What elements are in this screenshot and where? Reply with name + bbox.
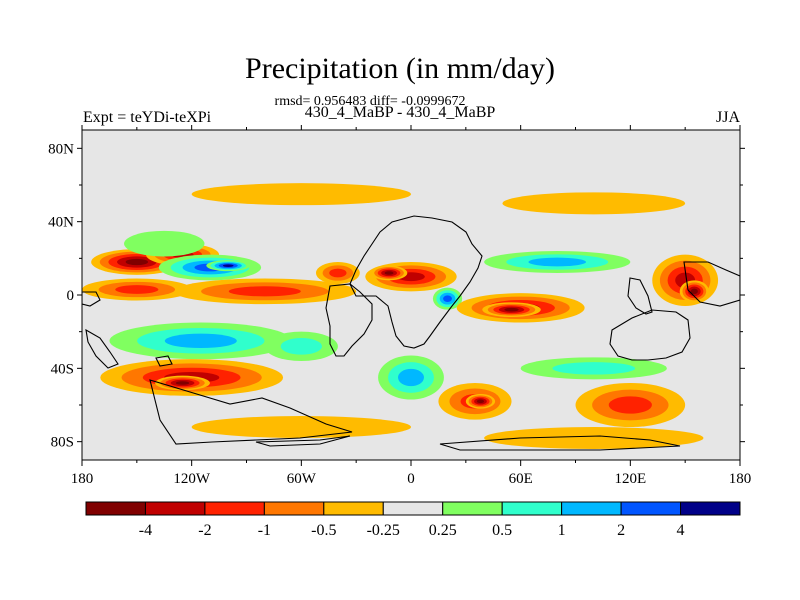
anomaly-contour xyxy=(280,338,322,355)
coastlines xyxy=(82,215,740,451)
coastline-outline xyxy=(155,355,173,367)
colorbar-bin xyxy=(620,501,682,516)
season-label: JJA xyxy=(715,109,740,126)
coastline-outline xyxy=(149,379,353,445)
y-tick-label: 40N xyxy=(48,215,74,231)
anomaly-asia-moist-band xyxy=(484,251,631,273)
anomaly-south-africa-dry-core xyxy=(465,394,496,409)
map-field xyxy=(82,130,740,460)
anomaly-west-atlantic-dry xyxy=(315,262,360,284)
anomaly-east-pacific-dry-band xyxy=(173,278,357,305)
anomaly-indian-ocean-dry-core xyxy=(482,302,541,317)
coastline-outline xyxy=(82,291,101,307)
anomaly-contour xyxy=(528,257,587,267)
coastline-outline xyxy=(683,261,740,307)
x-tick-label: 180 xyxy=(71,471,94,487)
y-tick-label: 80S xyxy=(51,435,74,451)
anomaly-contour xyxy=(504,307,519,312)
coastline-outline xyxy=(255,435,351,447)
colorbar-bin xyxy=(561,501,622,516)
anomaly-west-pacific-dry-core xyxy=(679,280,709,303)
colorbar-label: -4 xyxy=(139,522,152,539)
anomaly-antarctic-yellow xyxy=(191,416,411,438)
colorbar-label: -0.5 xyxy=(311,522,336,539)
anomaly-gulf-of-guinea-wet xyxy=(432,287,463,310)
anomaly-southern-pacific-dry-core xyxy=(155,375,210,391)
colorbar-label: -0.25 xyxy=(367,522,400,539)
anomaly-contour xyxy=(502,192,686,215)
colorbar-label: 2 xyxy=(617,522,625,539)
anomaly-contour xyxy=(552,362,636,375)
anomaly-contour xyxy=(476,399,485,404)
anomaly-south-atlantic-blue xyxy=(378,355,444,400)
coastline-outline xyxy=(439,435,681,451)
anomaly-sahel-dry-core xyxy=(370,265,408,281)
x-tick-label: 60W xyxy=(287,471,317,487)
colorbar-bin xyxy=(204,501,265,516)
anomaly-southern-pacific-moist xyxy=(109,322,293,360)
colorbar-label: 1 xyxy=(558,522,566,539)
y-tick-label: 80N xyxy=(48,141,74,157)
chart-title: Precipitation (in mm/day) xyxy=(245,52,555,85)
anomaly-south-america-wet xyxy=(264,331,338,362)
anomaly-north-pacific-wet-margin xyxy=(124,230,205,257)
anomaly-contour xyxy=(608,396,652,414)
colorbar-label: -2 xyxy=(198,522,211,539)
colorbar-label: 0.5 xyxy=(492,522,512,539)
anomaly-contour xyxy=(484,427,704,449)
colorbar-bin xyxy=(501,501,563,516)
anomaly-contour xyxy=(191,416,411,438)
x-tick-label: 60E xyxy=(509,471,533,487)
coastline-outline xyxy=(627,277,653,315)
coastline-outline xyxy=(85,328,119,369)
y-tick-label: 40S xyxy=(51,361,74,377)
colorbar-label: 0.25 xyxy=(429,522,457,539)
colorbar-bin xyxy=(323,501,384,516)
anomaly-contour xyxy=(222,264,234,268)
x-tick-label: 120W xyxy=(173,471,211,487)
colorbar-bin xyxy=(442,501,503,516)
colorbar-bin xyxy=(382,501,444,516)
anomaly-contour xyxy=(384,271,394,275)
y-axis: 80N 40N 0 40S 80S xyxy=(48,141,745,451)
anomaly-contour xyxy=(398,368,424,387)
colorbar-bin xyxy=(680,501,741,516)
anomaly-contour xyxy=(124,230,205,257)
anomaly-high-lat-yellow-east xyxy=(502,192,686,215)
anomaly-antarctic-yellow-east xyxy=(484,427,704,449)
anomaly-contour xyxy=(115,285,159,294)
anomaly-north-pacific-moist-core xyxy=(206,260,251,272)
case-label: 430_4_MaBP - 430_4_MaBP xyxy=(304,104,496,121)
anomaly-contour xyxy=(175,381,190,385)
anomaly-contour xyxy=(228,286,301,297)
anomaly-west-pacific-dry xyxy=(652,254,719,306)
colorbar-bin xyxy=(263,501,325,516)
experiment-label: Expt = teYDi-teXPi xyxy=(83,109,212,126)
coastline-outline xyxy=(325,283,373,357)
y-tick-label: 0 xyxy=(67,288,75,304)
stats-line: rmsd= 0.956483 diff= -0.0999672 xyxy=(274,94,466,109)
colorbar-bin xyxy=(144,501,206,516)
anomaly-contour xyxy=(164,333,237,349)
x-axis: 180 120W 60W 0 60E 120E 180 xyxy=(71,125,752,487)
coastline-outline xyxy=(349,215,483,349)
anomaly-high-lat-yellow-north xyxy=(191,183,411,206)
colorbar: -4 -2 -1 -0.5 -0.25 0.25 0.5 1 2 4 xyxy=(85,501,741,539)
anomaly-contour xyxy=(191,183,411,206)
colorbar-bin xyxy=(85,501,146,516)
colorbar-label: -1 xyxy=(258,522,271,539)
x-tick-label: 180 xyxy=(729,471,752,487)
anomaly-contour xyxy=(329,268,347,278)
anomaly-contour xyxy=(690,288,698,295)
x-tick-label: 120E xyxy=(614,471,646,487)
x-tick-label: 0 xyxy=(407,471,415,487)
colorbar-label: 4 xyxy=(677,522,685,539)
anomaly-australia-dry xyxy=(575,383,686,427)
anomaly-contour xyxy=(443,295,452,302)
anomaly-central-pacific-dry-band xyxy=(82,278,192,301)
anomaly-contour xyxy=(125,258,149,266)
anomaly-southern-ocean-moist xyxy=(520,357,667,380)
